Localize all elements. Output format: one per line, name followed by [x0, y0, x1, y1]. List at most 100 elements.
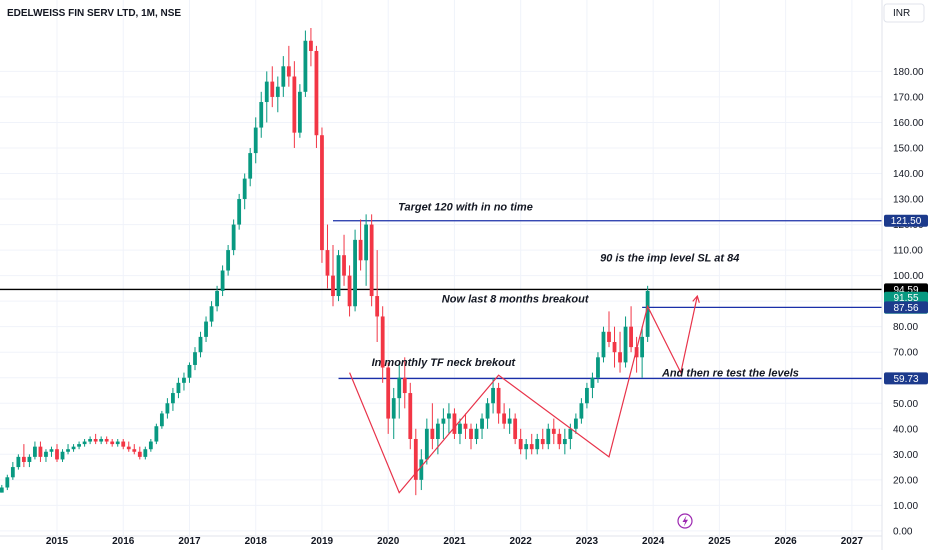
candle-body	[435, 423, 440, 439]
candle-body	[485, 403, 490, 419]
candle-body	[369, 224, 374, 297]
candle-body	[16, 456, 21, 468]
candle-body	[402, 377, 407, 394]
y-tick-label: 160.00	[893, 118, 924, 129]
candle-body	[413, 438, 418, 480]
candle-body	[176, 382, 181, 394]
candle-body	[540, 438, 545, 445]
candle-body	[220, 270, 225, 291]
candle-body	[77, 444, 81, 447]
candle-body	[115, 441, 120, 445]
candle-body	[33, 446, 37, 457]
candle-body	[204, 321, 208, 337]
candle-body	[419, 459, 424, 480]
candle-body	[596, 357, 600, 378]
candle-body	[309, 40, 313, 51]
candle-body	[601, 331, 606, 358]
candle-body	[264, 81, 269, 103]
x-tick-label: 2015	[46, 536, 69, 547]
candle-body	[10, 467, 15, 478]
price-tag-box	[884, 301, 928, 314]
candle-body	[612, 341, 617, 353]
candle-body	[49, 449, 54, 452]
candle-body	[99, 438, 104, 442]
candle-body	[634, 347, 639, 358]
candle-body	[480, 418, 484, 429]
chart-title: EDELWEISS FIN SERV LTD, 1M, NSE	[7, 8, 181, 19]
price-tag-label: 87.56	[893, 303, 918, 314]
candle-body	[27, 456, 32, 462]
candle-body	[121, 441, 126, 447]
candle-body	[237, 199, 242, 225]
candle-body	[568, 428, 573, 439]
candle-body	[347, 275, 352, 307]
y-tick-label: 80.00	[893, 322, 918, 333]
x-tick-label: 2021	[443, 536, 466, 547]
candle-body	[380, 316, 385, 368]
candle-body	[193, 352, 197, 365]
y-tick-label: 0.00	[893, 526, 913, 537]
y-tick-label: 100.00	[893, 271, 924, 282]
candle-body	[215, 290, 219, 307]
candle-body	[424, 428, 429, 460]
candle-body	[645, 290, 650, 337]
candle-body	[159, 413, 164, 427]
candle-body	[165, 403, 170, 414]
price-tag-label: 91.55	[893, 293, 918, 304]
x-tick-label: 2023	[576, 536, 599, 547]
candle-body	[513, 418, 518, 439]
x-tick-label: 2026	[775, 536, 798, 547]
price-tag-label: 94.59	[893, 285, 918, 296]
candle-body	[585, 387, 589, 404]
candle-body	[55, 449, 59, 460]
candle-body	[21, 456, 26, 462]
chart-annotation: 90 is the imp level SL at 84	[600, 253, 739, 265]
chart-annotation: And then re test the levels	[661, 367, 799, 379]
x-tick-label: 2025	[708, 536, 731, 547]
candle-body	[71, 446, 76, 450]
candle-body	[353, 239, 357, 307]
arrow-head-icon	[692, 294, 700, 303]
candle-body	[104, 438, 109, 442]
chart-annotation: Target 120 with in no time	[398, 202, 533, 214]
lightning-icon[interactable]	[677, 513, 693, 529]
candle-body	[551, 428, 556, 434]
x-tick-label: 2020	[377, 536, 400, 547]
x-tick-label: 2018	[245, 536, 268, 547]
candle-body	[535, 438, 540, 450]
candle-body	[198, 336, 203, 353]
price-tag-label: 121.50	[891, 216, 922, 227]
candle-body	[182, 377, 186, 383]
currency-button[interactable]: INR	[883, 3, 925, 23]
candle-body	[248, 153, 253, 179]
candle-body	[66, 449, 70, 452]
candle-body	[242, 178, 247, 200]
candle-body	[463, 423, 468, 429]
candle-body	[518, 438, 523, 450]
candle-body	[502, 413, 507, 424]
candle-body	[386, 367, 391, 419]
candle-body	[297, 91, 302, 133]
y-tick-label: 150.00	[893, 143, 924, 154]
price-tag-box	[884, 372, 928, 385]
candle-body	[331, 275, 335, 297]
candle-body	[640, 336, 645, 358]
y-tick-label: 180.00	[893, 67, 924, 78]
candle-body	[60, 451, 65, 460]
y-tick-label: 140.00	[893, 169, 924, 180]
candle-body	[447, 413, 451, 419]
candle-body	[303, 40, 308, 92]
candle-body	[110, 441, 115, 445]
price-tag: 59.73	[884, 372, 928, 385]
candle-body	[629, 326, 633, 348]
candle-body	[375, 296, 380, 317]
x-tick-label: 2024	[642, 536, 665, 547]
candle-body	[458, 423, 462, 434]
y-tick-label: 50.00	[893, 399, 918, 410]
price-tag-label: 59.73	[893, 374, 918, 385]
x-tick-label: 2027	[841, 536, 864, 547]
x-tick-label: 2016	[112, 536, 135, 547]
candle-body	[253, 127, 258, 154]
candle-body	[562, 438, 567, 445]
